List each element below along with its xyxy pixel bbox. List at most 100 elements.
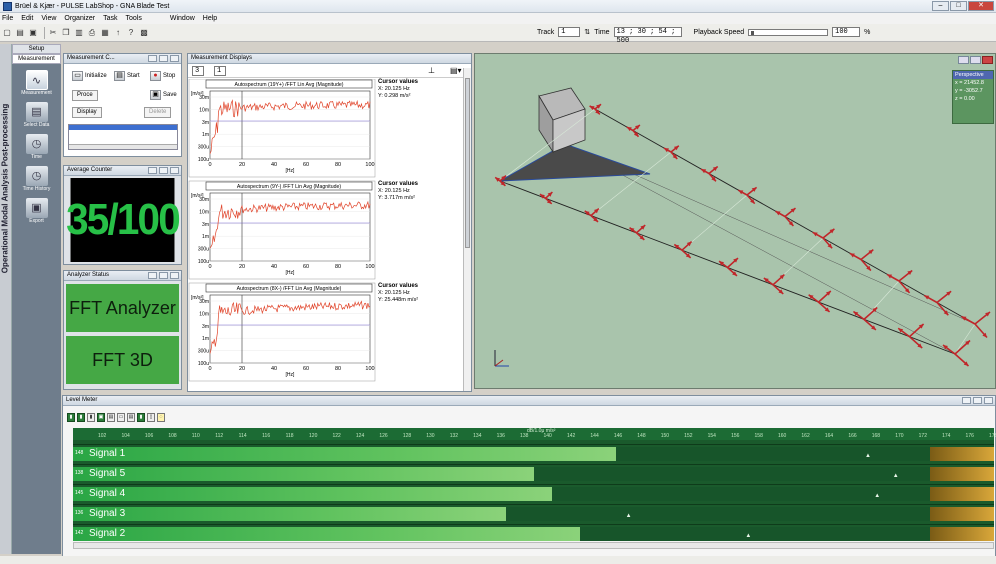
new-file-icon[interactable]: ▢	[3, 27, 11, 37]
beam-strut	[863, 280, 900, 320]
scrollbar-thumb[interactable]	[465, 78, 470, 248]
paste-icon[interactable]: ▥	[75, 27, 83, 37]
copy-icon[interactable]: ❐	[62, 27, 70, 37]
minimize-button[interactable]	[958, 56, 969, 64]
measurement-list[interactable]	[68, 124, 178, 150]
minimize-button[interactable]	[148, 272, 157, 279]
nav-item-label: Export	[29, 218, 44, 224]
level-bar-row[interactable]: 136 Signal 3 ▲	[73, 504, 994, 521]
nav-item-time[interactable]: ◷ Time	[12, 134, 61, 160]
animation-3d-view[interactable]: Perspective x = 21452.8 y = -3052.7 z = …	[474, 53, 996, 389]
minimize-button[interactable]	[148, 167, 157, 174]
maximize-button[interactable]	[159, 167, 168, 174]
meter-mode-icon[interactable]: ▭	[117, 413, 125, 422]
average-counter-window: Average Counter 35/100	[63, 165, 182, 265]
meter-mode-icon[interactable]: ▤	[107, 413, 115, 422]
close-button[interactable]	[170, 167, 179, 174]
vertical-task-tab[interactable]: Operational Modal Analysis Post-processi…	[0, 44, 12, 554]
maximize-button[interactable]	[159, 55, 168, 62]
arrow-up-icon[interactable]: ↑	[116, 27, 120, 37]
save-icon[interactable]: ▣	[29, 27, 37, 37]
close-button[interactable]	[170, 55, 179, 62]
modal-geometry-3d[interactable]	[475, 54, 996, 390]
maximize-button[interactable]	[973, 397, 982, 404]
meter-mode-icon[interactable]: ◌	[157, 413, 165, 422]
menu-file[interactable]: File	[2, 15, 14, 22]
menu-view[interactable]: View	[41, 15, 57, 22]
meter-mode-icon[interactable]: ▮	[137, 413, 145, 422]
menu-edit[interactable]: Edit	[21, 15, 34, 22]
nav-item-measurement[interactable]: ∿ Measurement	[12, 70, 61, 96]
menu-help[interactable]: Help	[202, 15, 218, 22]
display-options-icon[interactable]: ▤▾	[450, 66, 462, 75]
display-layout-icon[interactable]: ⊥	[428, 66, 435, 75]
close-button[interactable]	[170, 272, 179, 279]
meter-mode-icon[interactable]: ▮	[67, 413, 75, 422]
level-bar-row[interactable]: 142 Signal 2 ▲	[73, 524, 994, 541]
x-unit-label: [Hz]	[286, 168, 296, 174]
track-input[interactable]: 1	[558, 27, 581, 37]
proceed-button[interactable]: Proce	[72, 90, 98, 101]
nav-item-time-history[interactable]: ◷ Time History	[12, 166, 61, 192]
mode-arrow-head	[595, 109, 600, 115]
level-bars: 148 Signal 1 ▲ 138 Signal 5 ▲ 145 Signal 4 ▲ 136 S…	[73, 440, 994, 541]
page-input-a[interactable]: 3	[192, 66, 204, 76]
stop-button[interactable]: ● Stop	[150, 71, 175, 81]
minimize-button[interactable]: –	[932, 1, 949, 11]
help-pointer-icon[interactable]: ?	[128, 27, 134, 37]
menu-task[interactable]: Task	[103, 15, 118, 22]
menu-window[interactable]: Window	[169, 15, 195, 22]
track-spinner-icon[interactable]: ⇅	[584, 29, 591, 36]
mode-arrow-head	[779, 274, 785, 280]
cut-icon[interactable]: ✂	[49, 27, 57, 37]
nav-item-export[interactable]: ▣ Export	[12, 198, 61, 224]
scale-tick-label: 136	[496, 433, 505, 439]
level-bar-row[interactable]: 145 Signal 4 ▲	[73, 484, 994, 501]
level-unit-label: dB/1.0μ m/s²	[527, 428, 556, 434]
initialize-button[interactable]: ▭ Initialize	[72, 71, 107, 81]
plot-title-box	[205, 181, 373, 191]
maximize-button[interactable]	[970, 56, 981, 64]
print-preview-icon[interactable]: ▦	[101, 27, 109, 37]
meter-mode-icon[interactable]: ▤	[127, 413, 135, 422]
meter-mode-icon[interactable]: ▮	[77, 413, 85, 422]
meter-mode-icon[interactable]: ▮	[87, 413, 95, 422]
window-title: Brüel & Kjær - PULSE LabShop - GNA Blade…	[15, 2, 170, 10]
playback-speed-input[interactable]: 100	[832, 27, 861, 37]
menu-organizer[interactable]: Organizer	[64, 15, 96, 22]
print-icon[interactable]: ⎙	[88, 27, 96, 37]
level-bar-row[interactable]: 138 Signal 5 ▲	[73, 464, 994, 481]
mode-arrow-head	[495, 177, 501, 182]
playback-speed-slider[interactable]	[748, 28, 829, 36]
meter-mode-icon[interactable]: ▯	[147, 413, 155, 422]
vertical-scrollbar[interactable]	[463, 68, 471, 391]
maximize-button[interactable]	[159, 272, 168, 279]
cursor-y-value: Y: 3.717m m/s²	[378, 195, 415, 201]
nav-item-select-data[interactable]: ▤ Select Data	[12, 102, 61, 128]
minimize-button[interactable]	[962, 397, 971, 404]
display-button[interactable]: Display	[72, 107, 102, 118]
nav-tab-measurement[interactable]: Measurement	[12, 54, 61, 64]
time-input[interactable]: 13 ; 30 ; 54 ; 500	[613, 27, 682, 45]
save-button[interactable]: ▣ Save	[150, 90, 177, 100]
level-overload-zone	[930, 487, 994, 501]
minimize-button[interactable]	[148, 55, 157, 62]
horizontal-scrollbar[interactable]	[69, 144, 177, 149]
nav-tab-setup[interactable]: Setup	[12, 44, 61, 54]
grid-icon[interactable]: ▩	[140, 27, 148, 37]
x-tick-label: 0	[208, 162, 211, 168]
level-bar-row[interactable]: 148 Signal 1 ▲	[73, 444, 994, 461]
menu-tools[interactable]: Tools	[125, 15, 142, 22]
close-button[interactable]: ✕	[968, 1, 994, 11]
perspective-title: Perspective	[953, 71, 993, 79]
start-button[interactable]: ▤ Start	[114, 71, 140, 81]
horizontal-scrollbar[interactable]	[73, 542, 994, 549]
page-input-b[interactable]: 1	[214, 66, 226, 76]
maximize-button[interactable]: □	[950, 1, 967, 11]
list-item-selected[interactable]	[69, 125, 177, 130]
close-button[interactable]	[984, 397, 993, 404]
delete-button[interactable]: Delete	[144, 107, 172, 118]
open-folder-icon[interactable]: ▤	[16, 27, 24, 37]
meter-mode-icon[interactable]: ▣	[97, 413, 105, 422]
close-button[interactable]	[982, 56, 993, 64]
